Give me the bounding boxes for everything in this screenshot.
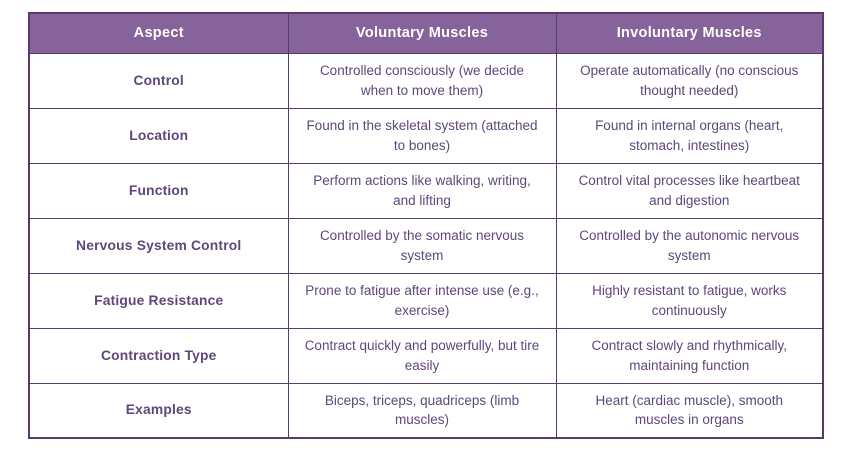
table-row: Nervous System Control Controlled by the … [28, 217, 824, 274]
table-row: Examples Biceps, triceps, quadriceps (lim… [28, 382, 824, 439]
aspect-cell: Function [28, 162, 289, 219]
aspect-cell: Examples [28, 382, 289, 439]
involuntary-cell: Highly resistant to fatigue, works conti… [555, 272, 824, 329]
column-header-aspect: Aspect [28, 12, 289, 54]
voluntary-cell: Biceps, triceps, quadriceps (limb muscle… [287, 382, 557, 439]
involuntary-cell: Contract slowly and rhythmically, mainta… [555, 327, 824, 384]
voluntary-cell: Controlled by the somatic nervous system [287, 217, 557, 274]
aspect-cell: Fatigue Resistance [28, 272, 289, 329]
voluntary-cell: Perform actions like walking, writing, a… [287, 162, 557, 219]
aspect-cell: Control [28, 52, 289, 109]
involuntary-cell: Controlled by the autonomic nervous syst… [555, 217, 824, 274]
involuntary-cell: Control vital processes like heartbeat a… [555, 162, 824, 219]
voluntary-cell: Found in the skeletal system (attached t… [287, 107, 557, 164]
table-row: Function Perform actions like walking, wr… [28, 162, 824, 219]
table-body: Control Controlled consciously (we decide… [28, 52, 824, 439]
muscle-comparison-table: Aspect Voluntary Muscles Involuntary Mus… [28, 12, 824, 439]
aspect-cell: Contraction Type [28, 327, 289, 384]
muscle-comparison-table-container: Aspect Voluntary Muscles Involuntary Mus… [28, 12, 824, 439]
voluntary-cell: Controlled consciously (we decide when t… [287, 52, 557, 109]
header-row: Aspect Voluntary Muscles Involuntary Mus… [28, 12, 824, 54]
voluntary-cell: Contract quickly and powerfully, but tir… [287, 327, 557, 384]
involuntary-cell: Operate automatically (no conscious thou… [555, 52, 824, 109]
aspect-cell: Location [28, 107, 289, 164]
column-header-voluntary-muscles: Voluntary Muscles [287, 12, 557, 54]
involuntary-cell: Found in internal organs (heart, stomach… [555, 107, 824, 164]
table-row: Fatigue Resistance Prone to fatigue after… [28, 272, 824, 329]
aspect-cell: Nervous System Control [28, 217, 289, 274]
table-row: Control Controlled consciously (we decide… [28, 52, 824, 109]
column-header-involuntary-muscles: Involuntary Muscles [555, 12, 824, 54]
voluntary-cell: Prone to fatigue after intense use (e.g.… [287, 272, 557, 329]
table-row: Contraction Type Contract quickly and pow… [28, 327, 824, 384]
table-row: Location Found in the skeletal system (at… [28, 107, 824, 164]
involuntary-cell: Heart (cardiac muscle), smooth muscles i… [555, 382, 824, 439]
